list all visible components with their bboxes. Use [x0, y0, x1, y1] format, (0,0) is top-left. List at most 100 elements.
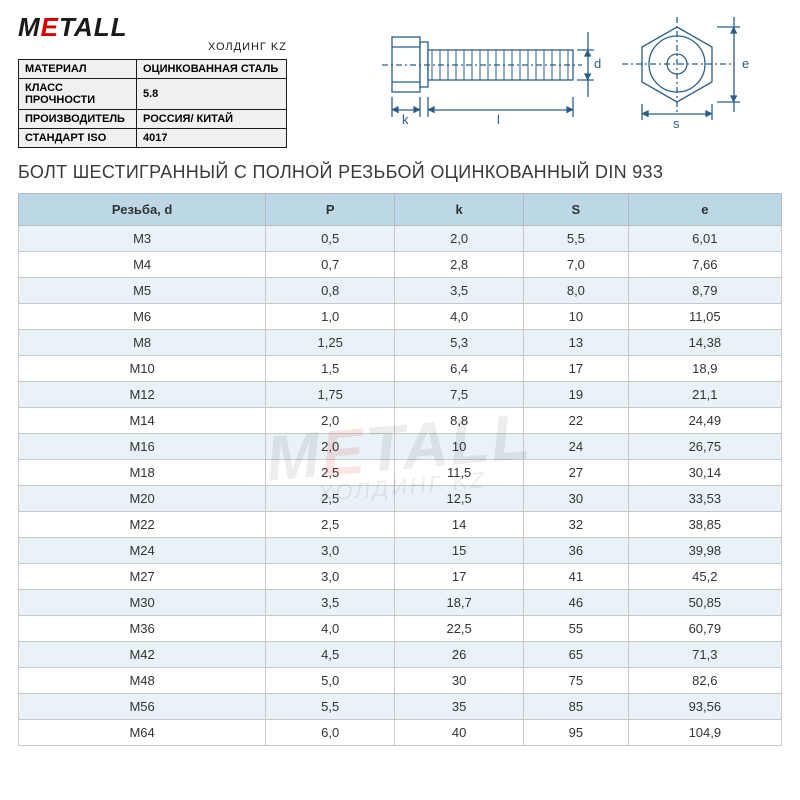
table-cell: 2,0 — [266, 434, 395, 460]
table-cell: М56 — [19, 694, 266, 720]
properties-label: ПРОИЗВОДИТЕЛЬ — [19, 110, 137, 129]
table-cell: 93,56 — [628, 694, 781, 720]
table-cell: 17 — [395, 564, 524, 590]
table-cell: М10 — [19, 356, 266, 382]
table-cell: 24,49 — [628, 408, 781, 434]
dim-s-label: s — [673, 116, 680, 131]
properties-table: МАТЕРИАЛОЦИНКОВАННАЯ СТАЛЬКЛАСС ПРОЧНОСТ… — [18, 59, 287, 148]
table-cell: 75 — [524, 668, 629, 694]
table-row: М40,72,87,07,66 — [19, 252, 782, 278]
table-cell: М20 — [19, 486, 266, 512]
table-cell: 5,5 — [266, 694, 395, 720]
table-row: М565,5358593,56 — [19, 694, 782, 720]
table-cell: М3 — [19, 226, 266, 252]
table-cell: 18,7 — [395, 590, 524, 616]
properties-body: МАТЕРИАЛОЦИНКОВАННАЯ СТАЛЬКЛАСС ПРОЧНОСТ… — [19, 60, 287, 148]
table-cell: М12 — [19, 382, 266, 408]
table-cell: 3,5 — [266, 590, 395, 616]
table-row: М61,04,01011,05 — [19, 304, 782, 330]
table-row: М142,08,82224,49 — [19, 408, 782, 434]
properties-value: 5.8 — [137, 79, 287, 110]
table-row: М162,0102426,75 — [19, 434, 782, 460]
table-cell: М18 — [19, 460, 266, 486]
table-cell: 41 — [524, 564, 629, 590]
table-cell: М42 — [19, 642, 266, 668]
table-row: М646,04095104,9 — [19, 720, 782, 746]
table-cell: 40 — [395, 720, 524, 746]
table-cell: М14 — [19, 408, 266, 434]
table-cell: 2,5 — [266, 486, 395, 512]
table-cell: 30,14 — [628, 460, 781, 486]
table-cell: 26 — [395, 642, 524, 668]
properties-row: СТАНДАРТ ISO4017 — [19, 129, 287, 148]
spec-header-row: Резьба, dPkSe — [19, 194, 782, 226]
table-cell: М8 — [19, 330, 266, 356]
table-cell: 32 — [524, 512, 629, 538]
table-cell: М64 — [19, 720, 266, 746]
table-cell: 35 — [395, 694, 524, 720]
table-cell: 8,0 — [524, 278, 629, 304]
table-cell: 5,3 — [395, 330, 524, 356]
table-row: М424,5266571,3 — [19, 642, 782, 668]
table-row: М222,5143238,85 — [19, 512, 782, 538]
table-cell: М22 — [19, 512, 266, 538]
table-cell: 65 — [524, 642, 629, 668]
table-cell: 7,0 — [524, 252, 629, 278]
table-cell: 6,0 — [266, 720, 395, 746]
table-cell: 13 — [524, 330, 629, 356]
table-cell: 82,6 — [628, 668, 781, 694]
table-cell: 8,79 — [628, 278, 781, 304]
table-row: М364,022,55560,79 — [19, 616, 782, 642]
dim-d-label: d — [594, 56, 601, 71]
header-row: METALL ХОЛДИНГ KZ МАТЕРИАЛОЦИНКОВАННАЯ С… — [18, 12, 782, 148]
properties-value: 4017 — [137, 129, 287, 148]
table-cell: 0,5 — [266, 226, 395, 252]
logo-text-accent: E — [41, 12, 59, 43]
table-cell: М30 — [19, 590, 266, 616]
table-row: М101,56,41718,9 — [19, 356, 782, 382]
table-cell: 71,3 — [628, 642, 781, 668]
table-cell: М16 — [19, 434, 266, 460]
table-cell: М6 — [19, 304, 266, 330]
table-cell: 22,5 — [395, 616, 524, 642]
table-cell: 33,53 — [628, 486, 781, 512]
table-row: М202,512,53033,53 — [19, 486, 782, 512]
table-cell: 1,0 — [266, 304, 395, 330]
table-row: М485,0307582,6 — [19, 668, 782, 694]
table-cell: 6,01 — [628, 226, 781, 252]
table-cell: 85 — [524, 694, 629, 720]
table-cell: 46 — [524, 590, 629, 616]
table-cell: 10 — [395, 434, 524, 460]
table-cell: 8,8 — [395, 408, 524, 434]
table-cell: 27 — [524, 460, 629, 486]
table-row: М81,255,31314,38 — [19, 330, 782, 356]
dim-l-label: l — [497, 112, 500, 127]
spec-column-header: k — [395, 194, 524, 226]
dim-e-label: e — [742, 56, 749, 71]
table-row: М121,757,51921,1 — [19, 382, 782, 408]
table-row: М273,0174145,2 — [19, 564, 782, 590]
table-cell: 10 — [524, 304, 629, 330]
table-cell: 38,85 — [628, 512, 781, 538]
page-title: БОЛТ ШЕСТИГРАННЫЙ С ПОЛНОЙ РЕЗЬБОЙ ОЦИНК… — [18, 162, 782, 183]
table-cell: 55 — [524, 616, 629, 642]
spec-column-header: S — [524, 194, 629, 226]
spec-table-wrapper: Резьба, dPkSe М30,52,05,56,01М40,72,87,0… — [18, 193, 782, 746]
spec-column-header: Резьба, d — [19, 194, 266, 226]
properties-value: РОССИЯ/ КИТАЙ — [137, 110, 287, 129]
table-cell: 18,9 — [628, 356, 781, 382]
logo: METALL — [18, 12, 287, 43]
table-cell: 2,0 — [395, 226, 524, 252]
bolt-top-diagram: s e — [622, 12, 772, 132]
dim-k-label: k — [402, 112, 409, 127]
table-cell: 21,1 — [628, 382, 781, 408]
table-cell: 1,75 — [266, 382, 395, 408]
spec-column-header: e — [628, 194, 781, 226]
table-cell: 50,85 — [628, 590, 781, 616]
table-cell: 104,9 — [628, 720, 781, 746]
table-cell: 19 — [524, 382, 629, 408]
table-cell: 36 — [524, 538, 629, 564]
properties-label: МАТЕРИАЛ — [19, 60, 137, 79]
table-cell: 60,79 — [628, 616, 781, 642]
table-cell: 4,0 — [266, 616, 395, 642]
